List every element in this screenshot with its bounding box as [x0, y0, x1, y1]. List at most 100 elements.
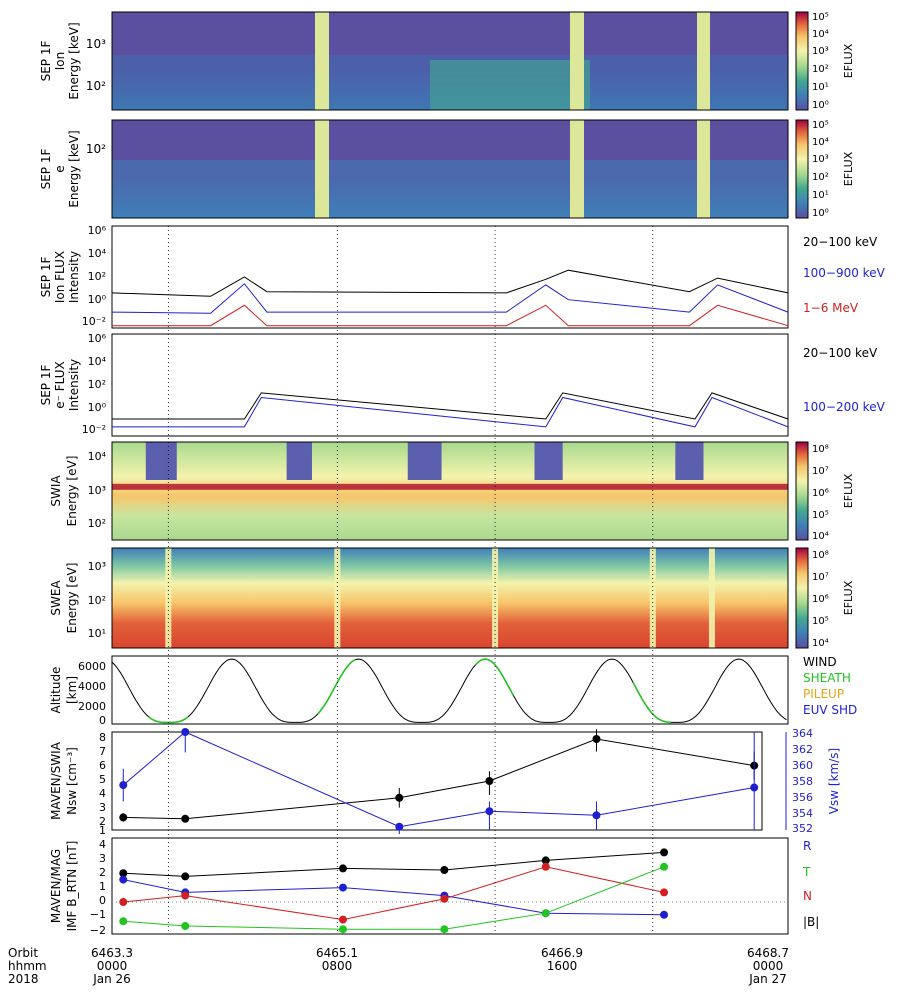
vsw-point-1 — [119, 781, 128, 790]
swia-nv-label-1: MAVEN/SWIA — [49, 741, 63, 820]
sep-e-label-2: e — [53, 165, 67, 172]
mag-ytick-5: 0 — [99, 894, 106, 907]
swia-ionosphere-gap-2 — [286, 442, 312, 480]
sep-e-cbar-tick-1: 10⁵ — [812, 120, 829, 131]
swea-cbar-tick-4: 10⁵ — [812, 616, 829, 627]
sep-e-flux-label-3: Intensity — [67, 359, 81, 411]
swea-label-1: SWEA — [49, 580, 63, 616]
xtick-2-hhmm: 0800 — [322, 959, 353, 973]
swia-nv-label-2: Nsw [cm⁻³] — [65, 747, 79, 815]
altitude-sheath-segment-4 — [632, 682, 672, 724]
sep-ion-ytick-2: 10² — [86, 79, 106, 93]
altitude-label-1: Altitude — [49, 667, 63, 714]
altitude-label-2: [km] — [65, 676, 79, 704]
sep-ion-enhancement — [430, 60, 590, 110]
sep-ion-flux-legend-2: 100−900 keV — [803, 266, 886, 280]
altitude-legend-euv-shd: EUV SHD — [803, 703, 857, 717]
sep-e-flux-legend-1: 20−100 keV — [803, 346, 878, 360]
mag-point-0-4 — [440, 866, 449, 874]
mag-point-0-1 — [119, 869, 128, 878]
xtick-2-orbit: 6465.1 — [316, 946, 358, 960]
xtick-3-hhmm: 1600 — [547, 959, 578, 973]
sep-ion-cbar-tick-6: 10⁰ — [812, 100, 829, 111]
swea-ytick-2: 10² — [88, 594, 106, 607]
mag-frame — [111, 837, 789, 935]
sep-e-ytick-1: 10² — [86, 142, 106, 156]
vsw-point-5 — [592, 811, 601, 820]
sep-e-cbar-tick-5: 10¹ — [812, 190, 829, 201]
mag-ytick-3: 2 — [99, 866, 106, 879]
sep-e-flux-label-1: SEP 1F — [39, 365, 53, 406]
nsw-ytick-7: 2 — [99, 815, 106, 828]
sep-ion-flux-legend-3: 1−6 MeV — [803, 301, 859, 315]
nsw-point-1 — [119, 813, 128, 822]
sep-ion-ytick-1: 10³ — [86, 37, 106, 51]
mag-point-3-6 — [660, 862, 669, 871]
sep-e-flux-ytick-4: 10⁰ — [88, 401, 107, 414]
mag-label-2: IMF B_RTN [nT] — [65, 841, 79, 932]
swea-periapsis-gap-5 — [708, 548, 715, 648]
sep-ion-flux-frame — [111, 225, 789, 329]
sep-e-flux-legend-2: 100−200 keV — [803, 400, 886, 414]
sep-ion-flux-series-3 — [112, 304, 789, 327]
sep-ion-cbar-tick-5: 10¹ — [812, 82, 829, 93]
mag-point-0-5 — [541, 856, 550, 865]
mag-line-0 — [123, 851, 665, 877]
sep-e-flux-series-2 — [112, 396, 789, 428]
mag-point-2-2 — [181, 891, 190, 900]
swia-nv-frame — [111, 731, 763, 831]
mag-point-0-2 — [181, 872, 190, 881]
swea-cbar-tick-5: 10⁴ — [812, 638, 829, 649]
sep-e-frame — [111, 119, 789, 219]
swea-label-2: Energy [eV] — [65, 563, 79, 634]
xaxis-row-hhmm: hhmm — [8, 959, 47, 973]
mag-point-3-1 — [119, 917, 128, 926]
swea-cbar-tick-2: 10⁷ — [812, 572, 829, 583]
sep-ion-flux-ytick-5: 10⁻² — [82, 315, 106, 328]
sep-ion-band-3 — [697, 12, 710, 110]
mag-point-0-3 — [338, 864, 347, 873]
panel-swia-spectrogram: 10⁴ 10³ 10² SWIA Energy [eV] 10⁸ 10⁷ 10⁶… — [49, 441, 855, 542]
xtick-1-orbit: 6463.3 — [91, 946, 133, 960]
swea-frame — [111, 547, 789, 649]
nsw-ytick-2: 7 — [99, 745, 106, 758]
nsw-point-2 — [181, 814, 190, 823]
sep-e-cbar-tick-3: 10³ — [812, 154, 829, 165]
mag-point-2-4 — [440, 894, 449, 903]
vsw-ytick-5: 356 — [792, 791, 813, 804]
mag-line-2 — [123, 866, 665, 921]
altitude-legend-pileup: PILEUP — [803, 687, 844, 701]
nsw-point-5 — [592, 735, 601, 743]
altitude-sheath-segment-2 — [317, 658, 356, 715]
sep-ion-label-3: Energy [keV] — [67, 22, 81, 99]
mag-point-0-6 — [660, 848, 669, 857]
mag-legend-n: N — [803, 889, 812, 903]
sep-e-label-3: Energy [keV] — [67, 130, 81, 207]
mag-legend-b: |B| — [803, 915, 819, 929]
swea-spectrogram-background — [112, 548, 788, 648]
mag-point-3-4 — [440, 925, 449, 934]
mag-point-2-3 — [338, 915, 347, 924]
mag-ytick-7: −2 — [90, 924, 106, 937]
sep-e-flux-ytick-2: 10⁴ — [88, 355, 107, 368]
nsw-line — [123, 738, 755, 820]
nsw-point-4 — [485, 777, 494, 785]
swia-frame — [111, 441, 789, 541]
x-axis: Orbit hhmm 2018 6463.3 0000 Jan 26 6465.… — [8, 946, 789, 986]
swea-ytick-3: 10¹ — [88, 627, 106, 640]
panel-swia-nv: 8 7 6 5 4 3 2 1 MAVEN/SWIA Nsw [cm⁻³] 36… — [49, 727, 841, 837]
mag-point-1-3 — [338, 883, 347, 892]
sep-ion-flux-series-2 — [111, 283, 789, 314]
mag-point-3-5 — [541, 909, 550, 918]
xtick-3-orbit: 6466.9 — [541, 946, 583, 960]
mag-line-1 — [123, 879, 665, 916]
vsw-point-3 — [395, 822, 404, 831]
xtick-1-date: Jan 26 — [92, 972, 131, 986]
altitude-ytick-2: 4000 — [78, 680, 106, 693]
swia-cbar-tick-2: 10⁷ — [812, 466, 829, 477]
nsw-ytick-3: 6 — [99, 759, 106, 772]
altitude-legend-sheath: SHEATH — [803, 671, 851, 685]
sep-e-cbar-tick-2: 10⁴ — [812, 137, 829, 148]
altitude-frame — [111, 655, 789, 725]
xtick-4-orbit: 6468.7 — [747, 946, 789, 960]
